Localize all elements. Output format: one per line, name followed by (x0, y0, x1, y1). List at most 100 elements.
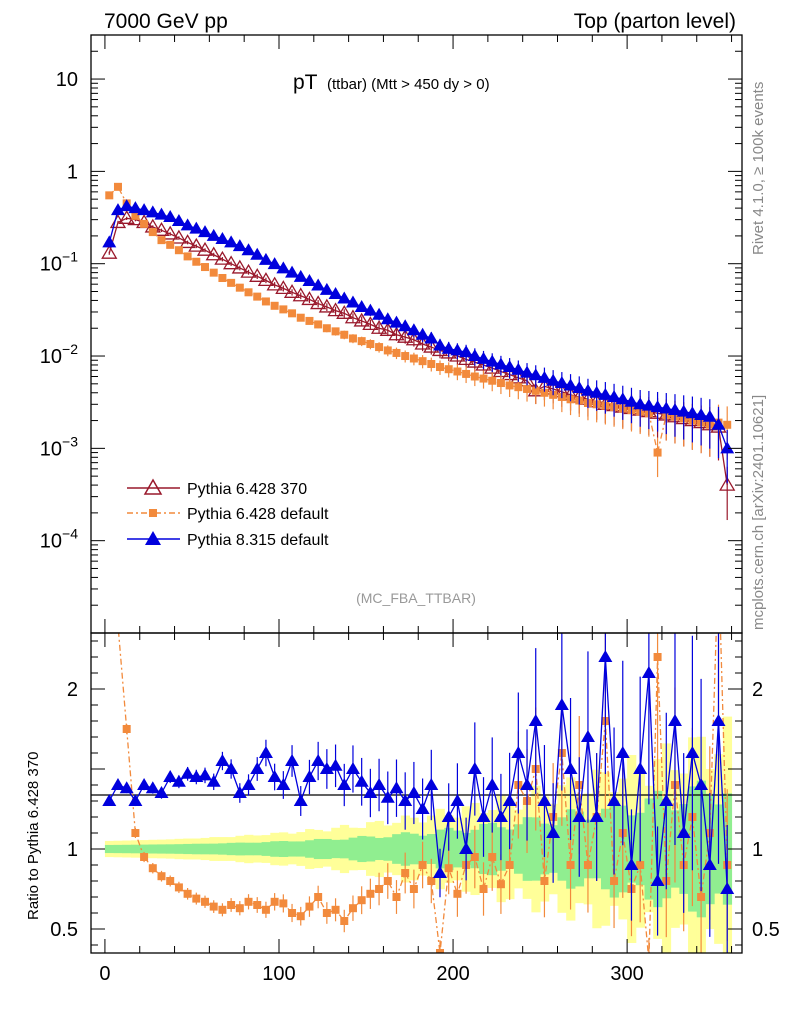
band-inner-bin (218, 843, 228, 855)
main-point-pythia8-default (502, 360, 517, 373)
ratio-point-pythia8-default (119, 781, 134, 794)
main-point-pythia6-370 (249, 268, 266, 282)
main-point-pythia6-370 (318, 298, 335, 313)
band-inner-bin (296, 841, 306, 857)
main-point-pythia8-default (337, 291, 352, 304)
main-y-tick-label: 1 (67, 161, 78, 183)
band-inner-bin (235, 842, 245, 856)
ratio-point-pythia8-default (285, 754, 300, 766)
band-inner-bin (357, 835, 367, 863)
ratio-point-pythia8-default (424, 778, 439, 790)
main-point-pythia8-default (659, 401, 674, 414)
main-point-pythia8-default (424, 331, 439, 344)
ratio-point-pythia8-default (580, 730, 595, 742)
main-point-pythia6-default (392, 348, 401, 357)
ratio-point-pythia6-default (192, 894, 201, 903)
ratio-point-pythia8-default (676, 826, 691, 838)
ratio-point-pythia8-default (633, 762, 648, 774)
band-inner-bin (557, 817, 567, 881)
main-point-pythia8-default (615, 392, 630, 405)
band-inner-bin (400, 832, 411, 866)
main-point-pythia6-370 (397, 328, 414, 343)
ratio-point-pythia6-default (131, 829, 140, 837)
main-point-pythia8-default (685, 406, 700, 419)
ratio-y-tick-label-right: 2 (752, 679, 763, 701)
main-point-pythia8-default (607, 389, 622, 402)
main-point-pythia6-default (453, 367, 462, 376)
ratio-point-pythia8-default (154, 786, 169, 798)
main-point-pythia8-default (406, 323, 421, 336)
ratio-point-pythia8-default (232, 786, 247, 798)
main-point-pythia8-default (467, 349, 482, 362)
main-point-pythia8-default (633, 397, 648, 410)
main-point-pythia8-default (520, 365, 535, 378)
ratio-point-pythia8-default (354, 774, 369, 787)
ratio-point-pythia8-default (476, 810, 491, 822)
ratio-panel-frame (90, 632, 743, 954)
main-point-pythia6-default (288, 309, 297, 318)
band-inner-bin (252, 842, 263, 856)
main-point-pythia6-370 (719, 476, 736, 491)
band-inner-bin (426, 834, 437, 864)
ratio-point-pythia8-default (598, 650, 613, 662)
ratio-point-pythia6-default (105, 333, 113, 341)
band-inner-bin (374, 837, 384, 861)
ratio-point-pythia6-default (488, 853, 497, 861)
main-point-pythia8-default (102, 235, 117, 248)
band-inner-bin (409, 833, 419, 865)
ratio-point-pythia6-default (401, 869, 410, 877)
legend: Pythia 6.428 370 Pythia 6.428 default Py… (127, 478, 329, 549)
ratio-point-pythia6-default (322, 909, 331, 917)
ratio-point-pythia8-default (102, 794, 117, 806)
main-point-pythia8-default (459, 345, 474, 358)
ratio-panel-data (102, 333, 735, 953)
plot-title: pT (293, 71, 318, 94)
ratio-point-pythia6-default (610, 877, 619, 885)
main-point-pythia6-default (279, 305, 288, 314)
ratio-point-pythia8-default (250, 762, 265, 774)
ratio-point-pythia6-default (253, 901, 262, 909)
main-point-pythia6-370 (240, 263, 257, 278)
ratio-point-pythia6-default (366, 889, 375, 898)
ratio-point-pythia8-default (145, 781, 160, 794)
band-inner-bin (148, 844, 158, 854)
main-point-pythia6-default (409, 354, 418, 363)
main-point-pythia6-default (531, 386, 540, 395)
ratio-point-pythia8-default (589, 810, 604, 822)
ratio-point-pythia8-default (363, 786, 378, 798)
main-point-pythia6-370 (196, 241, 214, 256)
main-point-pythia6-370 (344, 309, 362, 324)
ratio-point-pythia6-default (148, 864, 157, 873)
main-point-pythia8-default (546, 373, 561, 386)
main-point-pythia6-370 (222, 255, 240, 270)
ratio-point-pythia8-default (511, 746, 526, 758)
main-point-pythia8-default (293, 269, 308, 282)
main-point-pythia8-default (154, 207, 169, 220)
ratio-point-pythia6-default (340, 917, 349, 925)
main-point-pythia6-default (261, 297, 270, 306)
band-inner-bin (305, 840, 315, 858)
main-point-pythia8-default (694, 407, 709, 420)
main-point-pythia6-default (218, 274, 227, 283)
main-line-pythia6-370 (108, 217, 728, 486)
ratio-point-pythia8-default (389, 781, 404, 794)
band-inner-bin (331, 839, 341, 859)
ratio-point-pythia6-default (201, 897, 210, 906)
main-point-pythia6-370 (388, 326, 405, 341)
main-point-pythia6-default (209, 268, 218, 277)
ratio-point-pythia8-default (572, 810, 587, 822)
main-y-tick-label: 10 (56, 69, 78, 91)
ratio-point-pythia8-default (702, 858, 717, 870)
main-point-pythia6-default (357, 337, 366, 346)
main-point-pythia8-default (137, 203, 152, 216)
main-point-pythia8-default (511, 362, 526, 375)
ratio-point-pythia8-default (267, 770, 282, 782)
ratio-point-pythia6-default (409, 885, 418, 893)
x-tick-label: 100 (262, 963, 295, 985)
band-inner-bin (157, 844, 167, 854)
main-point-pythia6-370 (231, 259, 248, 274)
ratio-point-pythia6-default (183, 889, 192, 898)
main-point-pythia6-default (148, 228, 157, 237)
main-point-pythia8-default (667, 403, 682, 416)
main-point-pythia6-370 (188, 237, 205, 252)
